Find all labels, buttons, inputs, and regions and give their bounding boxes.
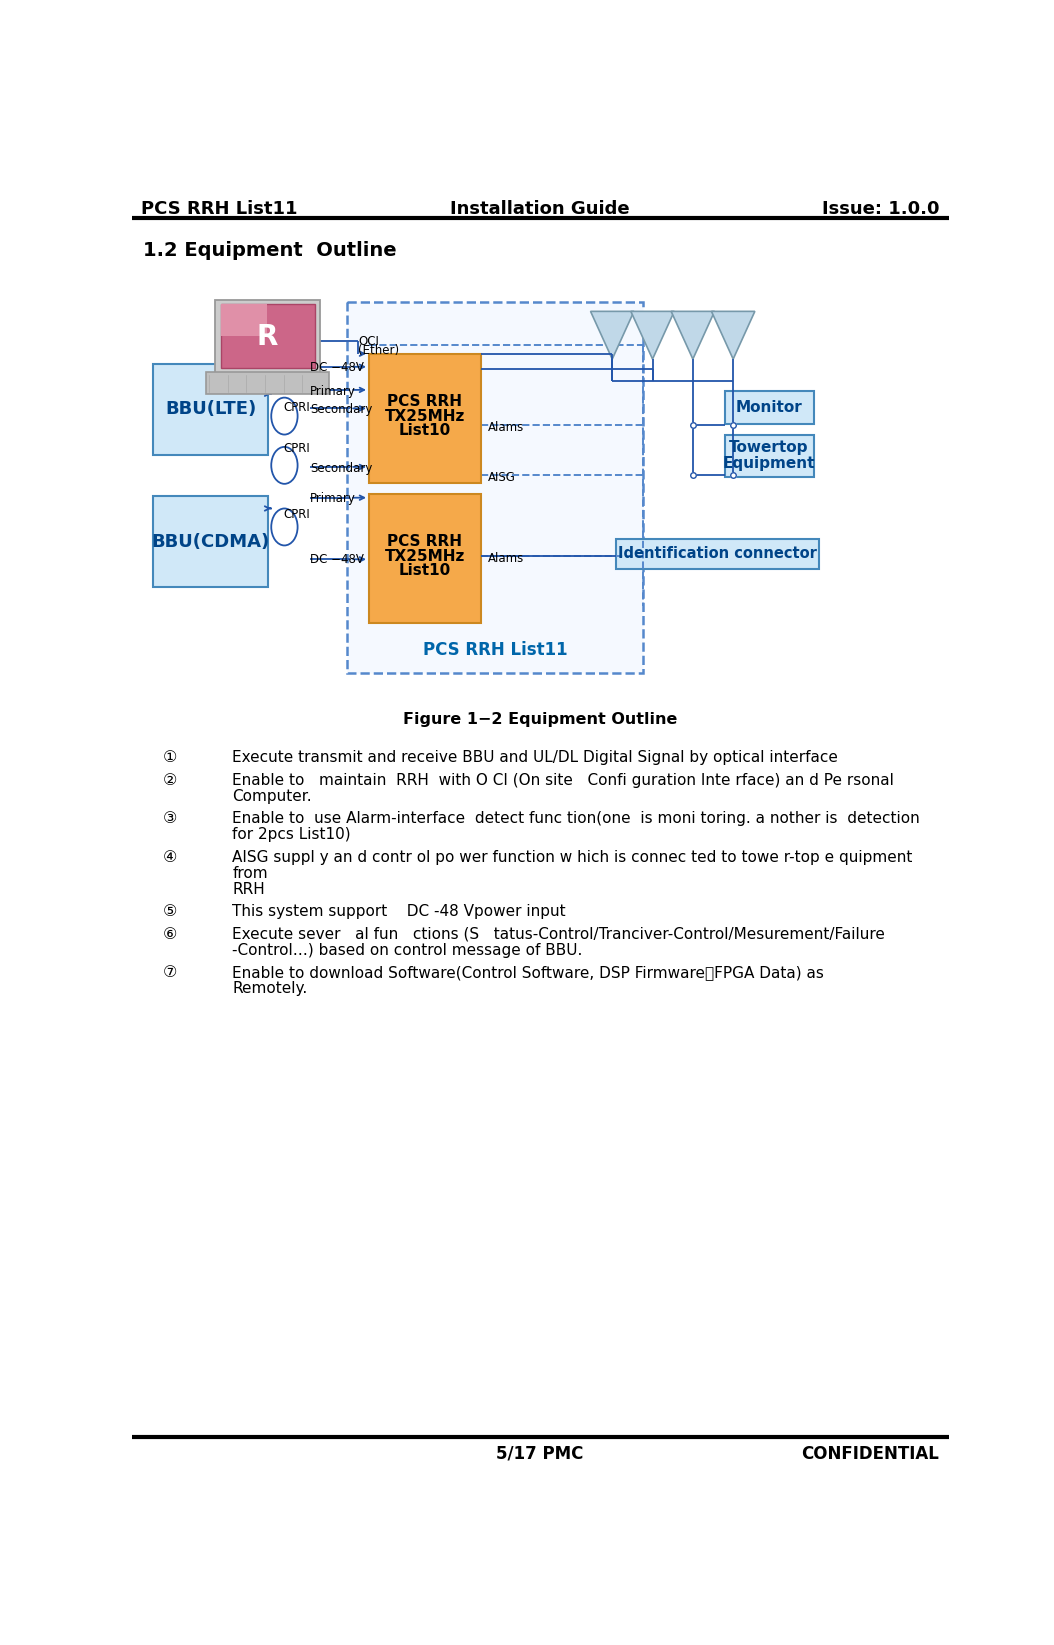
Text: OCI: OCI (358, 336, 379, 349)
Text: TX25MHz: TX25MHz (385, 549, 465, 564)
Text: Issue: 1.0.0: Issue: 1.0.0 (822, 201, 939, 219)
Text: RRH: RRH (233, 882, 266, 897)
Text: Execute transmit and receive BBU and UL/DL Digital Signal by optical interface: Execute transmit and receive BBU and UL/… (233, 750, 838, 765)
Text: PCS RRH List11: PCS RRH List11 (141, 201, 297, 219)
FancyBboxPatch shape (617, 538, 819, 569)
FancyBboxPatch shape (347, 303, 643, 673)
Polygon shape (631, 311, 675, 359)
Text: List10: List10 (398, 563, 451, 579)
Text: DC −48V: DC −48V (310, 360, 364, 373)
Text: BBU(CDMA): BBU(CDMA) (152, 533, 270, 551)
Text: ②: ② (162, 773, 177, 788)
Text: Towertop: Towertop (729, 441, 808, 456)
FancyBboxPatch shape (154, 364, 268, 454)
Text: PCS RRH: PCS RRH (387, 535, 463, 549)
FancyBboxPatch shape (725, 392, 814, 424)
Text: 1.2 Equipment  Outline: 1.2 Equipment Outline (143, 242, 397, 260)
Text: Monitor: Monitor (736, 400, 802, 415)
Polygon shape (590, 311, 633, 359)
Text: ⑤: ⑤ (162, 905, 177, 920)
Text: Primary: Primary (310, 385, 356, 398)
Ellipse shape (271, 508, 297, 546)
FancyBboxPatch shape (725, 434, 814, 477)
Text: Secondary: Secondary (310, 403, 372, 416)
Text: Identification connector: Identification connector (619, 546, 817, 561)
Text: ⑥: ⑥ (162, 926, 177, 941)
Text: List10: List10 (398, 423, 451, 438)
Ellipse shape (271, 447, 297, 484)
Text: Equipment: Equipment (723, 456, 815, 470)
Text: Enable to  use Alarm-interface  detect func tion(one  is moni toring. a nother i: Enable to use Alarm-interface detect fun… (233, 811, 920, 826)
Text: Enable to download Software(Control Software, DSP Firmware、FPGA Data) as: Enable to download Software(Control Soft… (233, 966, 824, 980)
Text: from: from (233, 865, 268, 880)
FancyBboxPatch shape (215, 299, 320, 373)
Text: Installation Guide: Installation Guide (450, 201, 630, 219)
Text: PCS RRH: PCS RRH (387, 393, 463, 410)
Text: This system support    DC -48 Vpower input: This system support DC -48 Vpower input (233, 905, 566, 920)
Text: Remotely.: Remotely. (233, 982, 308, 997)
Text: (Ether): (Ether) (358, 344, 399, 357)
Text: Alams: Alams (488, 553, 525, 566)
Text: AISG suppl y an d contr ol po wer function w hich is connec ted to towe r-top e : AISG suppl y an d contr ol po wer functi… (233, 849, 913, 865)
Text: Execute sever   al fun   ctions (S   tatus-Control/Tranciver-Control/Mesurement/: Execute sever al fun ctions (S tatus-Con… (233, 926, 885, 941)
FancyBboxPatch shape (221, 304, 268, 336)
Text: Primary: Primary (310, 492, 356, 505)
Text: Enable to   maintain  RRH  with O CI (On site   Confi guration Inte rface) an d : Enable to maintain RRH with O CI (On sit… (233, 773, 895, 788)
Polygon shape (711, 311, 755, 359)
FancyBboxPatch shape (207, 372, 329, 393)
FancyBboxPatch shape (369, 494, 482, 623)
Text: AISG: AISG (488, 470, 516, 484)
Text: DC −48V: DC −48V (310, 553, 364, 566)
Ellipse shape (271, 398, 297, 434)
Text: CPRI: CPRI (282, 401, 310, 415)
Text: -Control…) based on control message of BBU.: -Control…) based on control message of B… (233, 943, 583, 957)
Text: CONFIDENTIAL: CONFIDENTIAL (801, 1444, 939, 1462)
Text: Alams: Alams (488, 421, 525, 434)
Text: ④: ④ (162, 849, 177, 865)
Text: TX25MHz: TX25MHz (385, 408, 465, 423)
Text: CPRI: CPRI (282, 443, 310, 456)
Polygon shape (671, 311, 715, 359)
Text: Secondary: Secondary (310, 462, 372, 474)
Text: ⑦: ⑦ (162, 966, 177, 980)
Text: Figure 1−2 Equipment Outline: Figure 1−2 Equipment Outline (403, 712, 678, 727)
Text: CPRI: CPRI (282, 508, 310, 521)
Text: BBU(LTE): BBU(LTE) (165, 400, 256, 418)
FancyBboxPatch shape (154, 497, 268, 587)
Text: for 2pcs List10): for 2pcs List10) (233, 827, 351, 842)
Text: Computer.: Computer. (233, 788, 312, 804)
FancyBboxPatch shape (221, 304, 315, 367)
Text: R: R (257, 322, 278, 350)
Text: PCS RRH List11: PCS RRH List11 (423, 642, 567, 660)
FancyBboxPatch shape (369, 354, 482, 484)
Text: ①: ① (162, 750, 177, 765)
Text: ③: ③ (162, 811, 177, 826)
Text: 5/17 PMC: 5/17 PMC (496, 1444, 584, 1462)
